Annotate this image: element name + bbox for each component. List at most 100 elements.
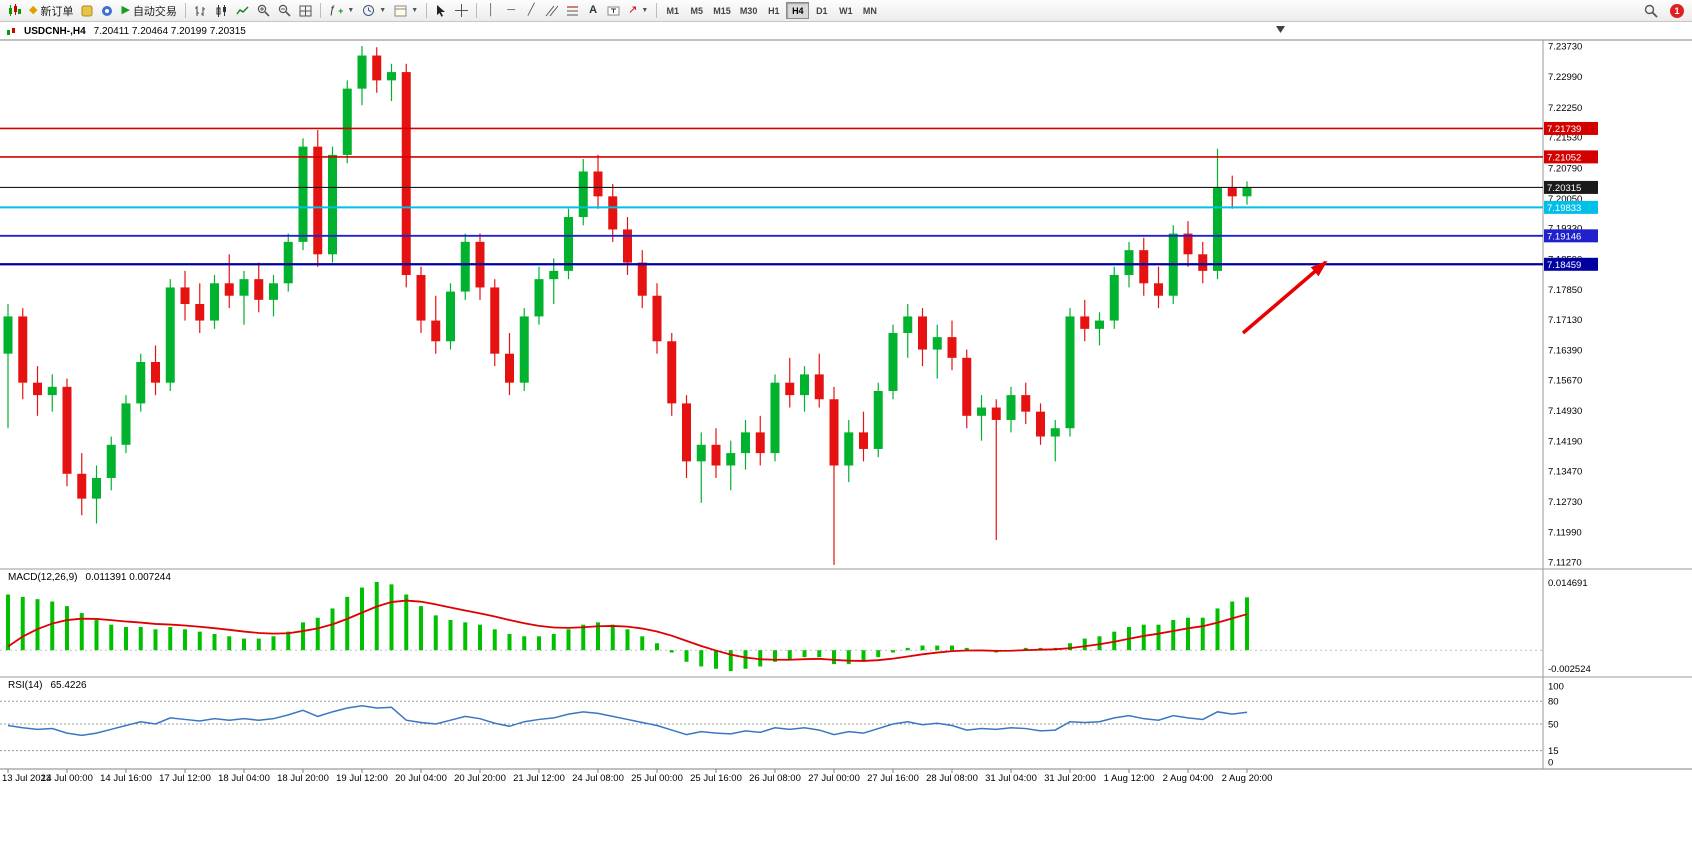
candle-body bbox=[3, 316, 13, 354]
candle-body bbox=[726, 453, 736, 466]
channel-tool-button[interactable] bbox=[541, 1, 562, 21]
notification-badge[interactable]: 1 bbox=[1670, 3, 1684, 18]
candle-body bbox=[387, 72, 396, 81]
candlestick-chart-icon bbox=[9, 4, 21, 16]
time-axis-label: 18 Jul 20:00 bbox=[277, 773, 329, 784]
chart-title-bar: USDCNH-,H4 7.20411 7.20464 7.20199 7.203… bbox=[6, 26, 246, 37]
price-tag-label: 7.19146 bbox=[1547, 231, 1581, 242]
arrows-tool-button[interactable]: ↗ ▼ bbox=[624, 1, 652, 21]
candle-body bbox=[1154, 283, 1163, 296]
candle-body bbox=[165, 287, 175, 383]
metaeditor-button[interactable] bbox=[77, 1, 97, 21]
candle-body bbox=[785, 382, 795, 396]
price-scale-label: 7.13470 bbox=[1548, 466, 1582, 477]
macd-values: 0.011391 0.007244 bbox=[85, 572, 171, 583]
candle-body bbox=[1065, 316, 1075, 429]
bar-chart-button[interactable] bbox=[190, 1, 211, 21]
zoom-in-button[interactable] bbox=[253, 1, 274, 21]
candle-body bbox=[1198, 254, 1208, 271]
candle-body bbox=[1021, 395, 1031, 412]
time-axis-label: 21 Jul 12:00 bbox=[513, 773, 565, 784]
indicators-button[interactable]: ƒ + ▼ bbox=[325, 1, 358, 21]
macd-indicator-label: MACD(12,26,9) 0.011391 0.007244 bbox=[8, 572, 171, 583]
price-tag-label: 7.19833 bbox=[1547, 203, 1581, 214]
candle-body bbox=[1095, 320, 1104, 329]
candle-chart-icon bbox=[216, 4, 226, 17]
candle-body bbox=[92, 477, 101, 499]
price-scale-label: 7.19330 bbox=[1548, 224, 1582, 235]
time-axis-label: 28 Jul 08:00 bbox=[926, 773, 978, 784]
fibonacci-tool-button[interactable] bbox=[562, 1, 583, 21]
cursor-icon bbox=[437, 5, 446, 17]
timeframe-button-h1[interactable]: H1 bbox=[768, 5, 780, 16]
candle-body bbox=[888, 332, 898, 391]
periods-button[interactable]: ▼ bbox=[358, 1, 390, 21]
bar-chart-icon bbox=[194, 5, 205, 16]
chart-shift-marker[interactable] bbox=[1276, 26, 1285, 33]
new-order-button[interactable]: ◆ 新订单 bbox=[25, 1, 77, 21]
chevron-down-icon: ▼ bbox=[411, 7, 419, 14]
candle-body bbox=[490, 287, 500, 354]
candle-body bbox=[741, 432, 750, 454]
candle-body bbox=[844, 432, 854, 466]
candle-chart-button[interactable] bbox=[211, 1, 232, 21]
toolbar-separator bbox=[184, 3, 186, 18]
price-tag-label: 7.21739 bbox=[1547, 124, 1581, 135]
timeframe-button-h4[interactable]: H4 bbox=[786, 2, 810, 19]
crosshair-tool-button[interactable] bbox=[451, 1, 472, 21]
candle-body bbox=[269, 283, 278, 300]
arrow-annotation[interactable] bbox=[1241, 260, 1328, 335]
vertical-line-icon: │ bbox=[487, 4, 495, 16]
candle-body bbox=[1213, 188, 1222, 271]
candle-body bbox=[829, 399, 839, 466]
candle-body bbox=[77, 473, 87, 499]
text-label-tool-button[interactable] bbox=[603, 1, 624, 21]
timeframe-button-m15[interactable]: M15 bbox=[713, 5, 731, 16]
candle-body bbox=[977, 407, 986, 416]
candle-body bbox=[652, 295, 662, 342]
price-scale-label: 7.14930 bbox=[1548, 406, 1582, 417]
timeframe-button-m1[interactable]: M1 bbox=[666, 5, 680, 16]
candle-body bbox=[962, 357, 972, 416]
price-scale-label: 7.23730 bbox=[1548, 42, 1582, 53]
horizontal-line-tool-button[interactable]: ─ bbox=[501, 1, 521, 21]
zoom-out-button[interactable] bbox=[274, 1, 295, 21]
candle-body bbox=[224, 283, 234, 296]
time-axis-label: 25 Jul 16:00 bbox=[690, 773, 742, 784]
community-button[interactable] bbox=[97, 1, 117, 21]
text-tool-button[interactable]: A bbox=[583, 1, 603, 21]
trendline-tool-button[interactable]: ╱ bbox=[521, 1, 541, 21]
vertical-line-tool-button[interactable]: │ bbox=[481, 1, 501, 21]
rsi-indicator-label: RSI(14) 65.4226 bbox=[8, 680, 87, 691]
candle-body bbox=[136, 361, 146, 404]
autotrading-button[interactable]: ▶ 自动交易 bbox=[117, 1, 180, 21]
candle-body bbox=[947, 337, 957, 358]
candle-body bbox=[372, 55, 382, 81]
timeframe-button-mn[interactable]: MN bbox=[862, 5, 877, 16]
clock-icon bbox=[363, 5, 375, 16]
price-scale-label: 7.17850 bbox=[1548, 285, 1582, 296]
search-button[interactable] bbox=[1640, 1, 1662, 21]
tile-windows-button[interactable] bbox=[295, 1, 316, 21]
candle-body bbox=[1050, 428, 1060, 437]
templates-button[interactable]: ▼ bbox=[390, 1, 422, 21]
new-chart-button[interactable] bbox=[4, 1, 25, 21]
candle-body bbox=[1227, 188, 1237, 197]
price-scale-label: 7.20790 bbox=[1548, 163, 1582, 174]
timeframe-button-d1[interactable]: D1 bbox=[816, 5, 828, 16]
timeframe-button-w1[interactable]: W1 bbox=[839, 5, 853, 16]
candle-body bbox=[121, 403, 131, 445]
candle-body bbox=[873, 390, 883, 449]
candle-body bbox=[195, 304, 205, 321]
candle-body bbox=[47, 386, 57, 396]
price-scale-label: 7.12730 bbox=[1548, 497, 1582, 508]
timeframe-button-m5[interactable]: M5 bbox=[690, 5, 704, 16]
zoom-in-icon bbox=[257, 4, 270, 17]
line-chart-button[interactable] bbox=[232, 1, 253, 21]
timeframe-button-m30[interactable]: M30 bbox=[739, 5, 758, 16]
rsi-title: RSI(14) bbox=[8, 680, 43, 691]
candle-body bbox=[1109, 275, 1119, 321]
cursor-tool-button[interactable] bbox=[431, 1, 451, 21]
candle-body bbox=[62, 386, 72, 474]
